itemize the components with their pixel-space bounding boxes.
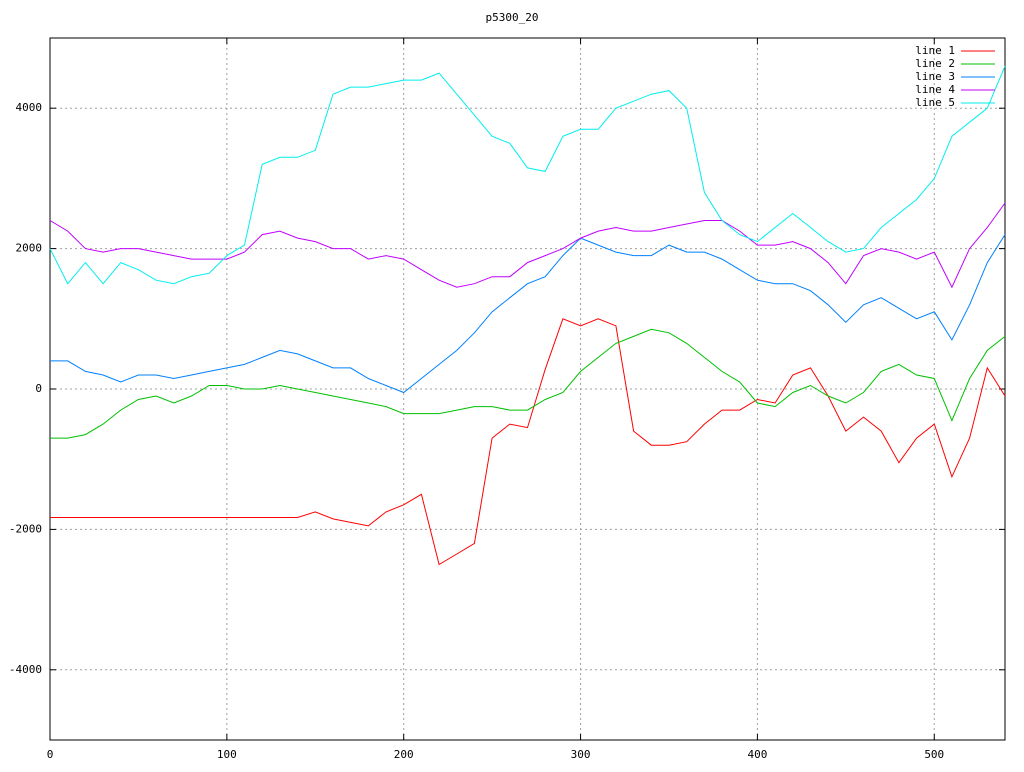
y-tick-label: -2000	[9, 522, 42, 535]
x-tick-label: 100	[217, 748, 237, 761]
plot-frame	[49, 37, 1006, 741]
data-line	[50, 328, 1006, 439]
data-line	[50, 318, 1006, 566]
x-tick-label: 300	[571, 748, 591, 761]
legend-label: line 5	[915, 96, 955, 109]
y-tick-label: 0	[35, 382, 42, 395]
legend-label: line 4	[915, 83, 955, 96]
x-tick-label: 500	[924, 748, 944, 761]
data-line	[50, 234, 1006, 394]
data-line	[49, 65, 1006, 285]
data-line	[49, 202, 1006, 289]
x-tick-label: 200	[394, 748, 414, 761]
y-tick-label: 2000	[16, 242, 43, 255]
legend-label: line 1	[915, 44, 955, 57]
y-tick-label: -4000	[9, 663, 42, 676]
y-tick-label: 4000	[16, 101, 43, 114]
chart-title: p5300_20	[486, 11, 539, 24]
x-tick-label: 0	[47, 748, 54, 761]
legend-label: line 3	[915, 70, 955, 83]
legend-label: line 2	[915, 57, 955, 70]
x-tick-label: 400	[747, 748, 767, 761]
